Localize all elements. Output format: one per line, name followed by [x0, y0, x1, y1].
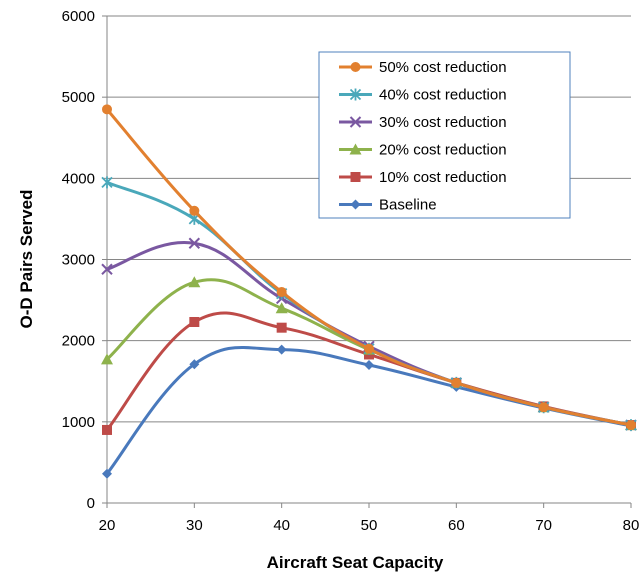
y-tick-label: 0	[87, 495, 95, 512]
legend-swatch-marker	[349, 88, 362, 101]
data-point	[276, 286, 287, 297]
x-tick-label: 30	[186, 517, 203, 534]
data-point	[102, 468, 112, 479]
legend-item: Baseline	[339, 197, 437, 214]
data-point	[101, 176, 113, 189]
legend-label: 30% cost reduction	[379, 114, 507, 131]
data-point	[364, 343, 374, 354]
legend-box	[318, 51, 571, 219]
y-tick-label: 1000	[62, 414, 95, 431]
y-tick-label: 3000	[62, 252, 95, 269]
data-point	[364, 360, 374, 371]
legend-swatch-marker	[349, 116, 362, 128]
x-tick-label: 40	[273, 517, 290, 534]
data-point	[626, 420, 636, 431]
legend-label: Baseline	[379, 197, 437, 214]
legend-swatch-marker	[349, 143, 362, 155]
data-point	[188, 237, 201, 249]
x-tick-label: 20	[99, 517, 116, 534]
series-0	[102, 104, 636, 431]
x-tick-label: 50	[361, 517, 378, 534]
y-tick-label: 4000	[62, 170, 95, 187]
legend-item: 30% cost reduction	[339, 114, 507, 131]
x-axis-title: Aircraft Seat Capacity	[267, 553, 444, 572]
series-line	[106, 240, 632, 427]
data-point	[102, 424, 112, 435]
legend-swatch-marker	[350, 62, 361, 72]
x-tick-labels: 20 30 40 50 60 70 80	[99, 503, 640, 534]
x-tick-label: 60	[448, 517, 465, 534]
y-tick-label: 5000	[62, 89, 95, 106]
series-5	[102, 344, 636, 479]
legend-item: 50% cost reduction	[339, 59, 507, 76]
legend-item: 10% cost reduction	[339, 169, 507, 186]
legend-item: 40% cost reduction	[339, 87, 507, 104]
series-line	[106, 181, 632, 427]
legend-label: 40% cost reduction	[379, 87, 507, 104]
y-tick-label: 6000	[62, 8, 95, 25]
data-point	[102, 104, 112, 115]
data-point	[188, 276, 201, 288]
y-tick-labels: 0 1000 2000 3000 4000 5000 6000	[62, 8, 107, 512]
data-point	[276, 344, 287, 355]
x-tick-label: 80	[623, 517, 640, 534]
y-tick-label: 2000	[62, 333, 95, 350]
data-point	[276, 322, 287, 333]
legend-label: 20% cost reduction	[379, 142, 507, 159]
y-axis-title: O-D Pairs Served	[17, 190, 36, 329]
legend-swatch-marker	[350, 172, 361, 182]
data-point	[189, 316, 200, 327]
x-tick-label: 70	[535, 517, 552, 534]
data-point	[538, 402, 549, 413]
data-point	[451, 377, 462, 388]
data-point	[101, 353, 113, 365]
data-point	[189, 359, 200, 370]
data-point	[275, 302, 288, 314]
legend: 50% cost reduction 40% cost reduction 30% …	[318, 51, 571, 219]
series-group	[101, 104, 637, 479]
data-point	[101, 263, 113, 275]
legend-item: 20% cost reduction	[339, 142, 507, 159]
legend-swatch-marker	[350, 199, 361, 210]
legend-label: 50% cost reduction	[379, 59, 507, 76]
series-2	[101, 237, 637, 431]
legend-label: 10% cost reduction	[379, 169, 507, 186]
data-point	[189, 205, 200, 216]
